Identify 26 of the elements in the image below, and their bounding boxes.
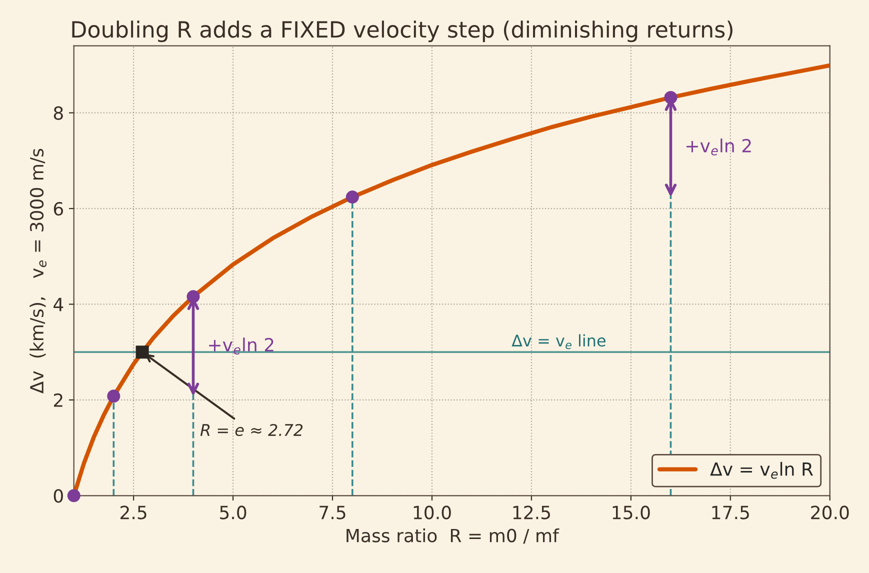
ref-line-label: Δv = v$_{e}$ line (512, 334, 606, 350)
y-tick-label: 6 (54, 202, 64, 216)
x-tick-label: 20.0 (811, 506, 849, 520)
y-tick-label: 8 (54, 106, 63, 120)
y-tick-label: 2 (54, 393, 62, 407)
y-tick-label: 4 (54, 298, 64, 312)
legend-label: Δv = v$_{e}$ln R (710, 462, 814, 479)
y-axis-title: Δv (km/s), v$_{e}$ = 3000 m/s (30, 148, 46, 394)
x-tick-label: 15.0 (612, 506, 650, 520)
x-tick-label: 12.5 (513, 506, 550, 520)
x-tick-label: 2.5 (120, 506, 146, 520)
x-tick-label: 10.0 (414, 506, 451, 520)
annotation: R = e ≈ 2.72 (200, 424, 303, 436)
y-tick-label: 0 (54, 489, 63, 503)
point (136, 346, 149, 359)
x-tick-label: 5.0 (220, 506, 246, 520)
point (346, 190, 359, 204)
point (186, 290, 200, 304)
x-tick-label: 7.5 (320, 506, 346, 520)
x-tick-label: 17.5 (712, 506, 749, 520)
chart-title: Doubling R adds a FIXED velocity step (diminishing returns) (72, 20, 732, 42)
x-axis-title: Mass ratio R = m0 / mf (346, 528, 560, 544)
point (67, 489, 80, 502)
point (664, 91, 678, 104)
annotation: +v$_{e}$ln 2 (686, 138, 751, 156)
point (107, 390, 120, 403)
